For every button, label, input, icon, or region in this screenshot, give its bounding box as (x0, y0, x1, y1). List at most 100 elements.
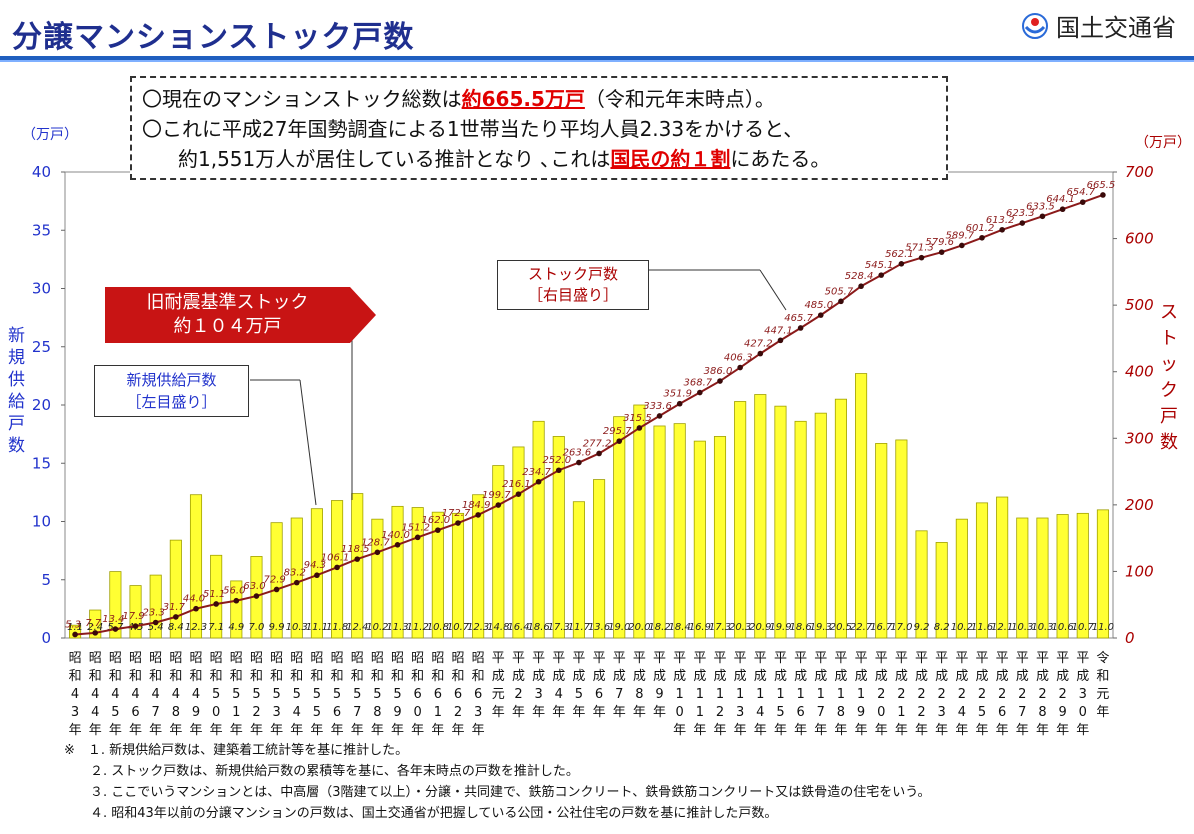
stock-point-label: 315.5 (623, 413, 652, 424)
stock-point (92, 630, 99, 636)
x-tick-char: 年 (210, 723, 223, 738)
footnotes: ※ １. 新規供給戸数は、建築着工統計等を基に推計した。 ２. ストック戸数は、… (64, 740, 930, 824)
x-tick-char: 成 (633, 669, 646, 684)
x-tick-char: 平 (875, 651, 888, 666)
supply-bar-label: 20.9 (749, 622, 771, 633)
x-tick-label: 平成元年 (492, 651, 505, 720)
stock-point (757, 350, 764, 357)
x-tick-char: 5 (313, 705, 321, 720)
x-tick-label: 昭和 6 2 年 (451, 651, 464, 738)
x-tick-char: 平 (734, 651, 747, 666)
x-tick-label: 昭和 5 7 年 (351, 651, 364, 738)
x-tick-char: 平 (1056, 651, 1069, 666)
stock-point (797, 325, 804, 331)
stock-point (576, 459, 582, 466)
x-tick-char: 5 (252, 687, 260, 702)
x-tick-char: 5 (272, 687, 280, 702)
x-tick-label: 平成 2 9 年 (1056, 651, 1069, 738)
supply-bar-label: 9.9 (269, 622, 285, 633)
x-tick-label: 平成 1 2 年 (713, 651, 726, 738)
x-tick-char: 6 (454, 687, 462, 702)
left-tick-label: 5 (41, 571, 51, 589)
x-tick-char: 和 (391, 669, 404, 684)
x-tick-char: 0 (676, 705, 684, 720)
stock-point-label: 528.4 (845, 271, 874, 282)
page-title: 分譲マンションストック戸数 (12, 20, 415, 55)
stock-point (314, 572, 320, 579)
x-tick-char: 7 (1018, 705, 1026, 720)
supply-bar (814, 412, 827, 639)
supply-bar (734, 401, 747, 639)
x-tick-char: 7 (817, 705, 825, 720)
x-tick-char: 平 (955, 651, 968, 666)
supply-bar-label: 10.3 (1011, 622, 1033, 633)
stock-point (233, 597, 240, 604)
x-tick-char: 年 (532, 705, 545, 720)
stock-point-label: 151.2 (401, 522, 430, 533)
title-underline (0, 56, 1194, 60)
x-tick-char: 5 (978, 705, 986, 720)
stock-point-label: 571.3 (905, 243, 934, 254)
x-tick-label: 平成 2 1 年 (895, 651, 908, 738)
x-tick-label: 平成 2 5 年 (975, 651, 988, 738)
supply-bar-label: 1.1 (67, 622, 83, 633)
x-tick-char: 和 (411, 669, 424, 684)
total-stock-highlight: 約665.5万戸 (461, 87, 585, 111)
x-tick-label: 平成 1 0 年 (673, 651, 686, 738)
x-tick-char: 年 (149, 723, 162, 738)
x-tick-char: 昭 (210, 651, 223, 666)
supply-bar (975, 502, 989, 639)
supply-bar-label: 18.6 (527, 622, 549, 633)
stock-point-label: 386.0 (704, 366, 733, 377)
stock-point (918, 254, 925, 261)
stock-point (72, 631, 78, 638)
stock-point (1019, 220, 1026, 226)
supply-bar-label: 22.7 (850, 622, 873, 633)
x-tick-char: 1 (434, 705, 442, 720)
x-tick-char: 平 (996, 651, 1009, 666)
x-tick-label: 昭和 5 8 年 (371, 651, 384, 738)
x-tick-char: 8 (1038, 705, 1046, 720)
right-tick-label: 400 (1125, 363, 1154, 381)
left-tick-label: 0 (41, 629, 51, 647)
x-tick-char: 2 (877, 687, 885, 702)
x-tick-char: 2 (897, 687, 905, 702)
x-tick-char: 成 (1016, 669, 1029, 684)
stock-point (596, 450, 602, 457)
stock-callout: ストック戸数 ［右目盛り］ (497, 260, 649, 310)
x-tick-char: 平 (613, 651, 626, 666)
supply-bar (1076, 512, 1089, 639)
x-tick-char: 3 (736, 705, 744, 720)
stock-point-label: 447.1 (764, 325, 793, 336)
x-tick-char: 5 (111, 705, 119, 720)
x-tick-label: 平成 1 5 年 (774, 651, 787, 738)
x-tick-char: 5 (776, 705, 784, 720)
supply-bar-label: 19.0 (608, 622, 630, 633)
x-tick-char: 平 (673, 651, 686, 666)
x-tick-label: 昭和 5 3 年 (270, 651, 283, 738)
supply-bar-label: 10.3 (1031, 622, 1053, 633)
x-tick-char: 1 (796, 687, 804, 702)
x-tick-char: 年 (633, 705, 646, 720)
supply-bar-label: 11.8 (326, 622, 348, 633)
left-tick-label: 25 (32, 338, 51, 356)
stock-leader (759, 269, 787, 311)
left-axis-label: 新規供給戸数 (8, 326, 25, 456)
x-tick-char: 4 (71, 687, 79, 702)
x-tick-char: 成 (572, 669, 585, 684)
supply-bar (492, 465, 505, 639)
stock-point-label: 613.2 (986, 215, 1015, 226)
x-tick-char: 年 (975, 723, 988, 738)
stock-point-label: 72.9 (263, 574, 285, 585)
x-tick-char: 3 (474, 705, 482, 720)
x-tick-char: 年 (351, 723, 364, 738)
x-tick-char: 5 (393, 687, 401, 702)
x-tick-char: 4 (91, 705, 99, 720)
x-tick-char: 成 (653, 669, 666, 684)
stock-point-label: 17.9 (122, 611, 144, 622)
supply-bar-label: 10.8 (427, 622, 449, 633)
x-tick-char: 年 (331, 723, 344, 738)
supply-bar-label: 16.9 (689, 622, 711, 633)
supply-bar-label: 10.2 (951, 622, 973, 633)
x-tick-char: 2 (454, 705, 462, 720)
